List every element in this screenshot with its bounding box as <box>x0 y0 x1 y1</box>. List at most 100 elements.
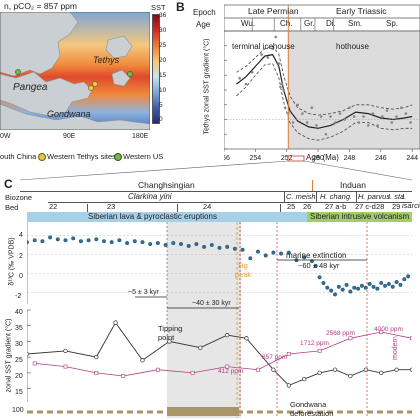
sst-gradient-point <box>394 367 399 372</box>
data-point <box>283 106 287 109</box>
co2-sst-point <box>286 352 291 356</box>
panel-b-chart: 4035302520151050 256254252250248246244 <box>224 4 420 162</box>
data-point <box>277 62 281 65</box>
co2-sst-point <box>121 374 126 378</box>
panel-b-xlabel: Age (Ma) <box>306 153 339 162</box>
stage-divider <box>312 180 313 191</box>
data-point <box>266 56 270 59</box>
bed-23: 23 <box>107 202 116 211</box>
data-point <box>238 76 241 80</box>
d13c-point <box>344 282 349 287</box>
data-point <box>409 121 412 124</box>
age-wu: Wu. <box>241 19 256 28</box>
data-point <box>329 115 332 118</box>
data-point <box>244 82 248 86</box>
landmass-pangea <box>0 71 93 117</box>
d13c-point <box>375 286 380 291</box>
d13c-point <box>340 287 345 292</box>
d13c-point <box>379 281 384 286</box>
co2-sst-point <box>256 367 260 372</box>
gondwana-deforestation-label: Gondwana deforestation <box>290 400 334 418</box>
d13c-ytick: -2 <box>15 293 22 300</box>
data-point <box>291 121 295 124</box>
x-tick-label: 244 <box>406 155 418 162</box>
sst-gradient-point <box>244 336 249 341</box>
data-point <box>274 35 278 39</box>
sst-gradient-point <box>348 373 353 379</box>
sst-gradient-point <box>332 367 338 372</box>
d13c-point <box>209 243 214 248</box>
data-point <box>390 121 394 124</box>
sst-gradient-point <box>302 376 307 382</box>
d13c-point <box>398 282 403 287</box>
sst-gradient-point <box>317 370 322 376</box>
data-point <box>352 115 356 118</box>
sst-tick: 20 <box>159 57 167 64</box>
d13c-ytick: 4 <box>19 232 23 239</box>
d13c-point <box>371 284 376 289</box>
d13c-point <box>109 240 114 245</box>
annotation-hothouse: hothouse <box>336 42 369 51</box>
d13c-point <box>125 241 130 246</box>
data-point <box>381 115 384 118</box>
data-point <box>371 112 375 115</box>
d13c-point <box>325 285 330 290</box>
d13c-point <box>155 241 160 246</box>
sst-tick: 15 <box>159 72 167 79</box>
stage-induan: Induan <box>340 180 366 190</box>
d13c-point <box>194 242 199 247</box>
d13c-point <box>27 240 29 245</box>
siberian-lava-bar <box>27 212 307 222</box>
d13c-point <box>86 238 91 243</box>
south-china-site <box>127 71 133 77</box>
biozone-h-chang: H. chang. <box>320 192 353 201</box>
co2-sst-point <box>317 348 322 353</box>
data-point <box>366 124 370 127</box>
data-point <box>334 121 337 124</box>
sst-tick: 25 <box>159 42 167 49</box>
marine-extinction-label: marine extinction <box>286 251 347 260</box>
biozone-row-label: Biozone <box>5 193 33 202</box>
data-point <box>279 85 282 89</box>
sst-ytick: 35 <box>15 325 23 332</box>
biozone-i-isarcica: I. isarcica <box>402 192 420 210</box>
d13c-point <box>321 281 326 286</box>
data-point <box>282 88 285 92</box>
d13c-point <box>402 277 407 282</box>
co2-label-4000: 4000 ppm <box>374 326 403 333</box>
d13c-point <box>186 243 191 248</box>
co2-sst-point <box>156 367 160 372</box>
d13c-point <box>390 284 395 289</box>
legend-western-tethys: Western Tethys sites <box>47 152 116 161</box>
sst-tick: 5 <box>159 102 163 109</box>
sst-gradient-point <box>94 354 99 360</box>
d13c-point <box>94 237 99 242</box>
d13c-point <box>55 237 60 242</box>
x-tick-label: 246 <box>375 155 387 162</box>
sst-colorbar-label: SST <box>151 3 166 12</box>
d13c-ylabel: δ¹³C (‰ VPDB) <box>8 237 16 286</box>
d13c-point <box>367 281 372 286</box>
hg-peak-label: Hg peak <box>234 261 252 279</box>
epoch-early-triassic: Early Triassic <box>336 6 387 16</box>
sst-gradient-point <box>63 348 68 354</box>
co2-sst-point <box>63 364 68 369</box>
d13c-point <box>132 239 137 244</box>
data-point <box>324 132 328 136</box>
d13c-point <box>240 247 245 252</box>
d13c-point <box>225 244 230 249</box>
interval-shading <box>167 222 241 418</box>
d13c-point <box>255 249 260 254</box>
data-point <box>338 112 342 115</box>
sst-ytick: 30 <box>15 341 23 348</box>
d13c-point <box>78 239 83 244</box>
d13c-point <box>40 239 45 244</box>
lon-tick: 90E <box>63 133 76 140</box>
data-point <box>271 47 274 50</box>
d13c-point <box>202 244 207 249</box>
biozone-divider <box>284 192 285 202</box>
biozone-i-sta: I. sta <box>388 192 405 201</box>
d13c-point <box>352 285 357 290</box>
co2-sst-point <box>410 336 412 341</box>
data-point <box>376 124 379 127</box>
